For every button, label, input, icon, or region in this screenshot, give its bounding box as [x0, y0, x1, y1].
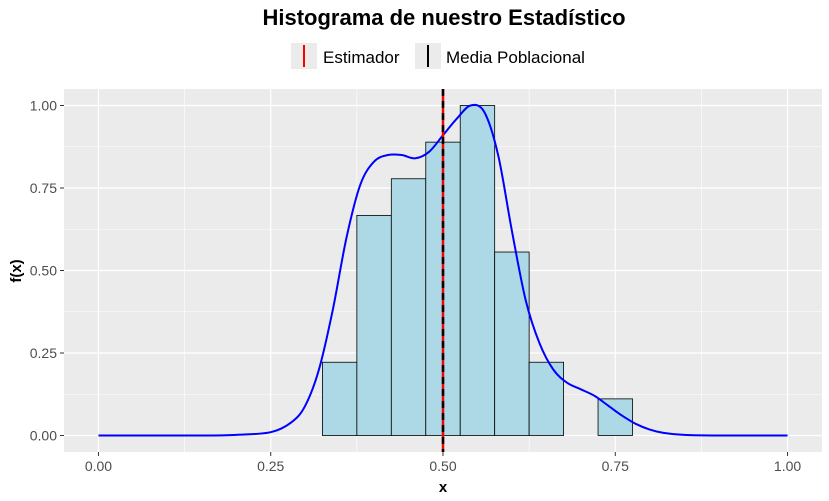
histogram-bar [356, 214, 392, 436]
histogram-bar [597, 398, 633, 436]
chart-title: Histograma de nuestro Estadístico [262, 5, 625, 30]
histogram-bar [528, 361, 564, 436]
legend-label-estimador: Estimador [323, 48, 400, 67]
histogram-bar [390, 178, 427, 436]
histogram-bar [459, 105, 496, 436]
histogram-bar [494, 251, 530, 436]
y-tick-label: 0.75 [30, 180, 57, 196]
legend: Estimador Media Poblacional [291, 43, 585, 69]
x-tick-label: 0.25 [257, 458, 284, 474]
y-tick-label: 1.00 [30, 98, 57, 114]
y-axis: 0.00 0.25 0.50 0.75 1.00 [30, 98, 64, 444]
y-tick-label: 0.50 [30, 263, 57, 279]
x-axis: 0.00 0.25 0.50 0.75 1.00 [85, 452, 801, 474]
x-tick-label: 0.00 [85, 458, 112, 474]
y-axis-title: f(x) [8, 259, 25, 282]
y-tick-label: 0.00 [30, 428, 57, 444]
y-tick-label: 0.25 [30, 345, 57, 361]
histogram-bar [322, 361, 358, 436]
legend-label-media-poblacional: Media Poblacional [446, 48, 585, 67]
x-axis-title: x [439, 479, 448, 496]
x-tick-label: 0.50 [429, 458, 456, 474]
density-curve [98, 103, 788, 437]
x-tick-label: 0.75 [602, 458, 629, 474]
x-tick-label: 1.00 [774, 458, 801, 474]
histogram-bars [322, 105, 633, 436]
